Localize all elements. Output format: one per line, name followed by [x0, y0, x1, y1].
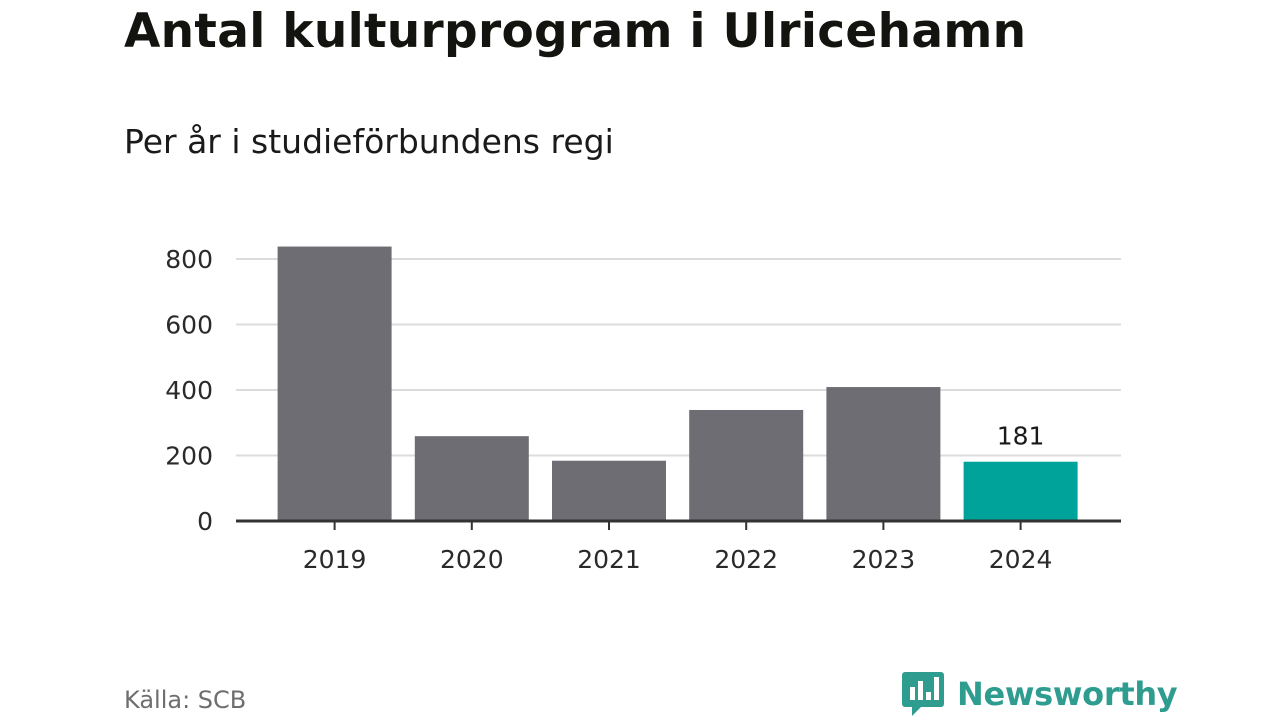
chart-subtitle: Per år i studieförbundens regi	[124, 122, 614, 161]
source-note: Källa: SCB	[124, 686, 247, 714]
bar-2019	[277, 246, 392, 521]
bar-2021	[552, 460, 666, 521]
chart-title: Antal kulturprogram i Ulricehamn	[124, 4, 1027, 59]
bar-2020	[414, 436, 529, 521]
x-tick-label: 2019	[303, 545, 367, 574]
brand-name: Newsworthy	[957, 675, 1178, 713]
x-tick-label: 2021	[577, 545, 641, 574]
bar-2024	[963, 461, 1078, 521]
bar-chart-speech-bubble-icon	[902, 672, 944, 716]
y-tick-label: 400	[165, 376, 213, 405]
y-tick-label: 0	[197, 507, 213, 536]
x-tick-label: 2024	[989, 545, 1053, 574]
y-tick-label: 800	[165, 245, 213, 274]
y-tick-label: 600	[165, 311, 213, 340]
bar-2023	[826, 387, 941, 521]
brand-logo: Newsworthy	[902, 670, 1178, 718]
y-tick-label: 200	[165, 442, 213, 471]
x-tick-label: 2020	[440, 545, 504, 574]
data-label: 181	[997, 422, 1045, 451]
x-tick-label: 2022	[714, 545, 778, 574]
bar-2022	[689, 409, 804, 521]
x-tick-label: 2023	[852, 545, 916, 574]
